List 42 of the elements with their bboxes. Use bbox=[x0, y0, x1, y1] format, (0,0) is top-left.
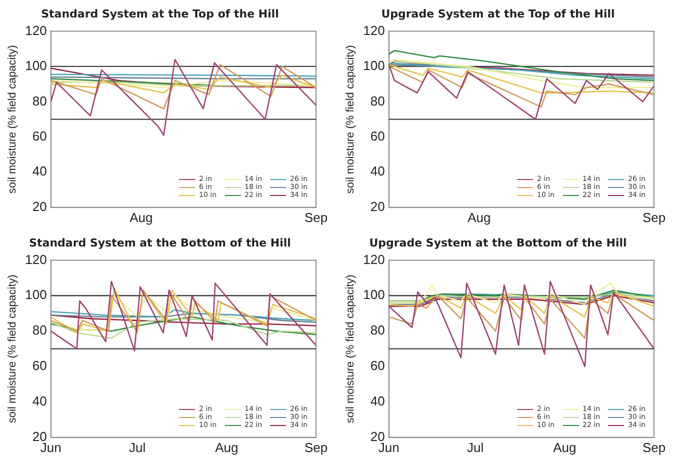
y-tick-label: 60 bbox=[370, 358, 385, 374]
y-tick-label: 60 bbox=[370, 128, 385, 144]
x-tick-label: Aug bbox=[468, 210, 491, 225]
x-tick-label: Aug bbox=[130, 210, 153, 225]
chart-title: Upgrade System at the Bottom of the Hill bbox=[369, 236, 627, 250]
y-tick-label: 120 bbox=[25, 22, 47, 38]
y-tick-label: 120 bbox=[363, 22, 385, 38]
y-tick-label: 80 bbox=[370, 322, 385, 338]
chart-title: Standard System at the Top of the Hill bbox=[41, 7, 279, 20]
y-tick-label: 100 bbox=[25, 287, 47, 302]
y-tick-label: 80 bbox=[32, 93, 47, 108]
x-tick-label: Jul bbox=[467, 440, 484, 455]
y-tick-label: 80 bbox=[32, 322, 47, 338]
y-tick-label: 20 bbox=[32, 428, 47, 444]
x-tick-label: Aug bbox=[215, 440, 238, 455]
x-tick-label: Aug bbox=[553, 440, 576, 455]
x-tick-label: Jul bbox=[129, 440, 146, 455]
chart-title: Upgrade System at the Top of the Hill bbox=[381, 7, 615, 20]
y-tick-label: 40 bbox=[370, 394, 385, 409]
y-tick-label: 40 bbox=[32, 394, 47, 409]
y-tick-label: 100 bbox=[363, 58, 385, 74]
chart-title: Standard System at the Bottom of the Hill bbox=[29, 236, 291, 250]
x-tick-label: Sep bbox=[642, 210, 666, 225]
y-tick-label: 20 bbox=[370, 198, 385, 214]
y-axis-title: soil moisture (% field capacity) bbox=[344, 45, 357, 194]
y-tick-label: 40 bbox=[32, 164, 47, 179]
y-tick-label: 100 bbox=[363, 287, 385, 302]
y-tick-label: 120 bbox=[363, 252, 385, 267]
y-tick-label: 60 bbox=[32, 358, 47, 374]
y-tick-label: 100 bbox=[25, 58, 47, 74]
y-tick-label: 20 bbox=[32, 198, 47, 214]
x-tick-label: Sep bbox=[304, 210, 328, 225]
y-tick-label: 120 bbox=[25, 252, 47, 267]
y-axis-title: soil moisture (% field capacity) bbox=[6, 274, 19, 424]
x-tick-label: Sep bbox=[642, 440, 666, 455]
y-axis-title: soil moisture (% field capacity) bbox=[6, 45, 19, 194]
y-tick-label: 20 bbox=[370, 428, 385, 444]
x-tick-label: Sep bbox=[304, 440, 328, 455]
y-tick-label: 80 bbox=[370, 93, 385, 108]
y-axis-title: soil moisture (% field capacity) bbox=[344, 274, 357, 424]
y-tick-label: 60 bbox=[32, 128, 47, 144]
y-tick-label: 40 bbox=[370, 164, 385, 179]
